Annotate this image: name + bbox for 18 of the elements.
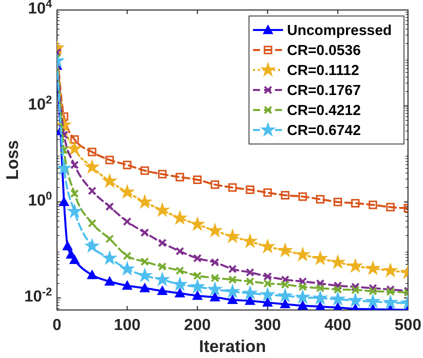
y-tick-label: 10$^{-2}$ [24, 286, 52, 306]
y-tick-label: 10$^{4}$ [28, 0, 53, 18]
legend-label: CR=0.6742 [287, 123, 361, 139]
x-tick-label: 400 [324, 317, 352, 334]
y-axis-title: Loss [3, 140, 22, 180]
legend-label: Uncompressed [287, 23, 392, 39]
y-tick-label: 10$^{2}$ [28, 94, 52, 114]
x-tick-label: 500 [394, 317, 422, 334]
x-tick-label: 100 [114, 317, 141, 334]
legend-label: CR=0.1767 [287, 83, 361, 99]
legend-label: CR=0.1112 [287, 63, 360, 79]
x-tick-label: 300 [254, 317, 282, 334]
y-tick-label: 10$^{0}$ [28, 190, 52, 210]
x-axis-title: Iteration [198, 337, 266, 356]
legend-label: CR=0.0536 [287, 43, 361, 59]
x-tick-label: 200 [184, 317, 211, 334]
legend-label: CR=0.4212 [287, 103, 361, 119]
x-tick-label: 0 [52, 317, 62, 334]
